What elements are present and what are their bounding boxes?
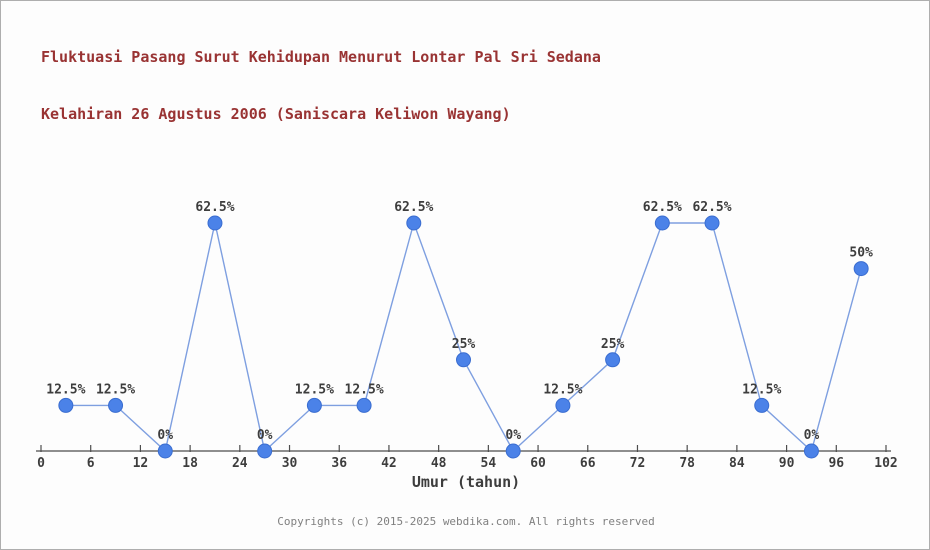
- x-tick-label: 96: [828, 456, 844, 471]
- x-tick-label: 42: [381, 456, 397, 471]
- x-tick-label: 24: [232, 456, 248, 471]
- x-tick-label: 102: [874, 456, 897, 471]
- data-point-marker[interactable]: [207, 215, 223, 231]
- x-tick-label: 72: [630, 456, 646, 471]
- data-point-label: 25%: [601, 337, 625, 352]
- x-tick-label: 54: [481, 456, 497, 471]
- data-point-label: 0%: [257, 428, 273, 443]
- data-point-marker[interactable]: [58, 397, 74, 413]
- data-point-label: 12.5%: [742, 382, 781, 397]
- x-tick-label: 30: [282, 456, 298, 471]
- data-point-label: 12.5%: [96, 382, 135, 397]
- x-tick-label: 60: [530, 456, 546, 471]
- x-tick-label: 36: [331, 456, 347, 471]
- data-point-label: 62.5%: [643, 200, 682, 215]
- data-point-marker[interactable]: [257, 443, 273, 459]
- x-tick-label: 12: [133, 456, 149, 471]
- data-point-marker[interactable]: [654, 215, 670, 231]
- x-axis-label: Umur (tahun): [411, 473, 521, 491]
- copyright-footer: Copyrights (c) 2015-2025 webdika.com. Al…: [277, 515, 655, 528]
- data-point-marker[interactable]: [505, 443, 521, 459]
- data-point-label: 62.5%: [394, 200, 433, 215]
- x-tick-label: 84: [729, 456, 745, 471]
- chart-title-line2: Kelahiran 26 Agustus 2006 (Saniscara Kel…: [41, 105, 511, 123]
- data-point-label: 0%: [505, 428, 521, 443]
- data-point-label: 25%: [452, 337, 476, 352]
- data-point-label: 12.5%: [345, 382, 384, 397]
- data-point-marker[interactable]: [555, 397, 571, 413]
- data-point-marker[interactable]: [406, 215, 422, 231]
- data-point-marker[interactable]: [605, 352, 621, 368]
- data-point-label: 50%: [849, 246, 873, 261]
- data-point-marker[interactable]: [157, 443, 173, 459]
- x-tick-label: 48: [431, 456, 447, 471]
- data-point-marker[interactable]: [853, 261, 869, 277]
- chart-title-line1: Fluktuasi Pasang Surut Kehidupan Menurut…: [41, 48, 601, 66]
- data-point-marker[interactable]: [754, 397, 770, 413]
- data-point-marker[interactable]: [456, 352, 471, 368]
- data-point-label: 12.5%: [543, 382, 582, 397]
- data-point-label: 12.5%: [295, 382, 334, 397]
- data-point-marker[interactable]: [306, 397, 322, 413]
- x-tick-label: 78: [679, 456, 695, 471]
- data-point-label: 0%: [157, 428, 173, 443]
- data-point-marker[interactable]: [356, 397, 372, 413]
- x-tick-label: 18: [182, 456, 198, 471]
- data-point-marker[interactable]: [803, 443, 819, 459]
- x-tick-label: 6: [87, 456, 95, 471]
- data-point-label: 0%: [804, 428, 820, 443]
- x-tick-label: 66: [580, 456, 596, 471]
- data-point-label: 62.5%: [692, 200, 731, 215]
- data-point-marker[interactable]: [108, 397, 124, 413]
- chart-title: Fluktuasi Pasang Surut Kehidupan Menurut…: [41, 10, 601, 162]
- data-point-marker[interactable]: [704, 215, 720, 231]
- data-point-label: 62.5%: [195, 200, 234, 215]
- x-tick-label: 0: [37, 456, 45, 471]
- data-point-label: 12.5%: [46, 382, 85, 397]
- x-tick-label: 90: [779, 456, 795, 471]
